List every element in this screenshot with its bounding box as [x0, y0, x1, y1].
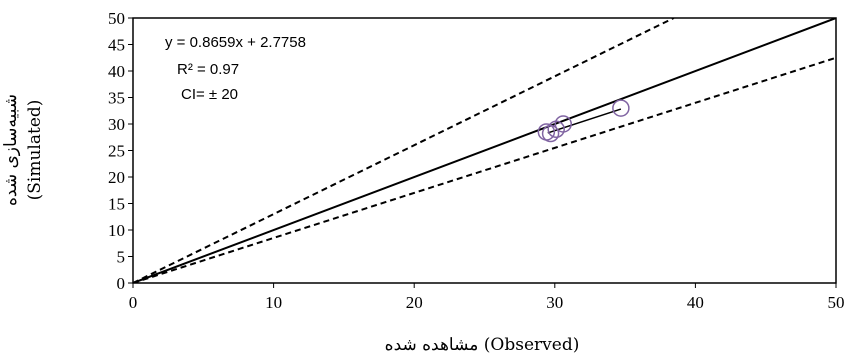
confidence-interval-label: CI= ± 20 [181, 86, 238, 103]
trendline [547, 108, 622, 134]
data-point [541, 124, 560, 143]
reference-line [133, 56, 836, 283]
y-tick-label: 35 [108, 89, 125, 108]
y-tick-label: 15 [108, 195, 125, 214]
y-tick-label: 30 [108, 115, 125, 134]
r-squared-label: R² = 0.97 [177, 61, 239, 78]
y-tick-label: 40 [108, 62, 125, 81]
x-tick-label: 0 [129, 293, 138, 312]
x-axis-title: مشاهده شده (Observed) [385, 335, 580, 355]
y-tick-label: 45 [108, 36, 125, 55]
reference-line [133, 18, 675, 283]
data-point [554, 115, 572, 133]
y-axis-title-persian: شبیه‌سازی شده [1, 94, 21, 206]
x-tick-label: 30 [546, 293, 563, 312]
y-tick-label: 25 [108, 142, 125, 161]
x-tick-label: 40 [687, 293, 704, 312]
y-tick-label: 0 [117, 274, 126, 293]
y-tick-label: 5 [117, 248, 126, 267]
y-tick-label: 20 [108, 168, 125, 187]
y-axis-title-english: (Simulated) [25, 100, 45, 201]
data-point [612, 99, 630, 117]
reference-line [133, 18, 836, 283]
x-tick-label: 10 [265, 293, 282, 312]
regression-equation: y = 0.8659x + 2.7758 [165, 34, 306, 51]
y-tick-label: 10 [108, 221, 125, 240]
x-tick-label: 20 [406, 293, 423, 312]
y-tick-label: 50 [108, 9, 125, 28]
x-tick-label: 50 [828, 293, 845, 312]
